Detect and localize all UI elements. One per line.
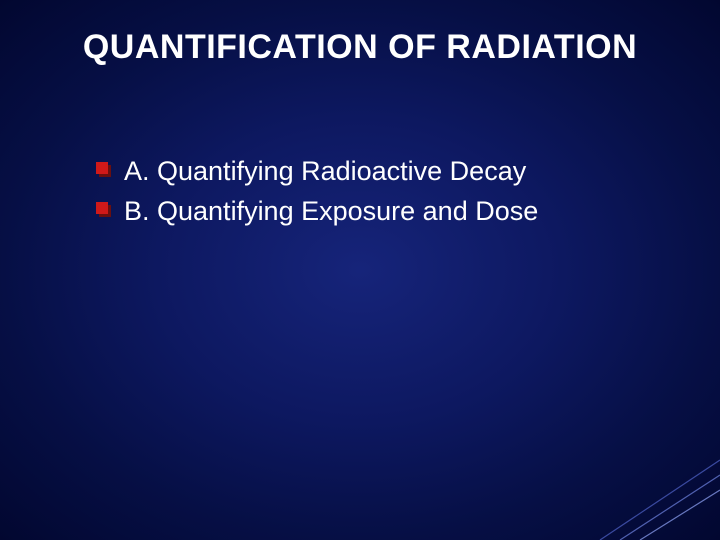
bullet-square-icon (96, 162, 111, 177)
bullet-item: B. Quantifying Exposure and Dose (96, 193, 660, 229)
bullet-text: A. Quantifying Radioactive Decay (124, 156, 526, 186)
bullet-square-icon (96, 202, 111, 217)
bullet-list: A. Quantifying Radioactive Decay B. Quan… (60, 153, 660, 230)
bullet-item: A. Quantifying Radioactive Decay (96, 153, 660, 189)
corner-decoration-lines (580, 400, 720, 540)
bullet-text: B. Quantifying Exposure and Dose (124, 196, 538, 226)
slide-title: QUANTIFICATION OF RADIATION (60, 28, 660, 67)
slide-container: QUANTIFICATION OF RADIATION A. Quantifyi… (0, 0, 720, 540)
